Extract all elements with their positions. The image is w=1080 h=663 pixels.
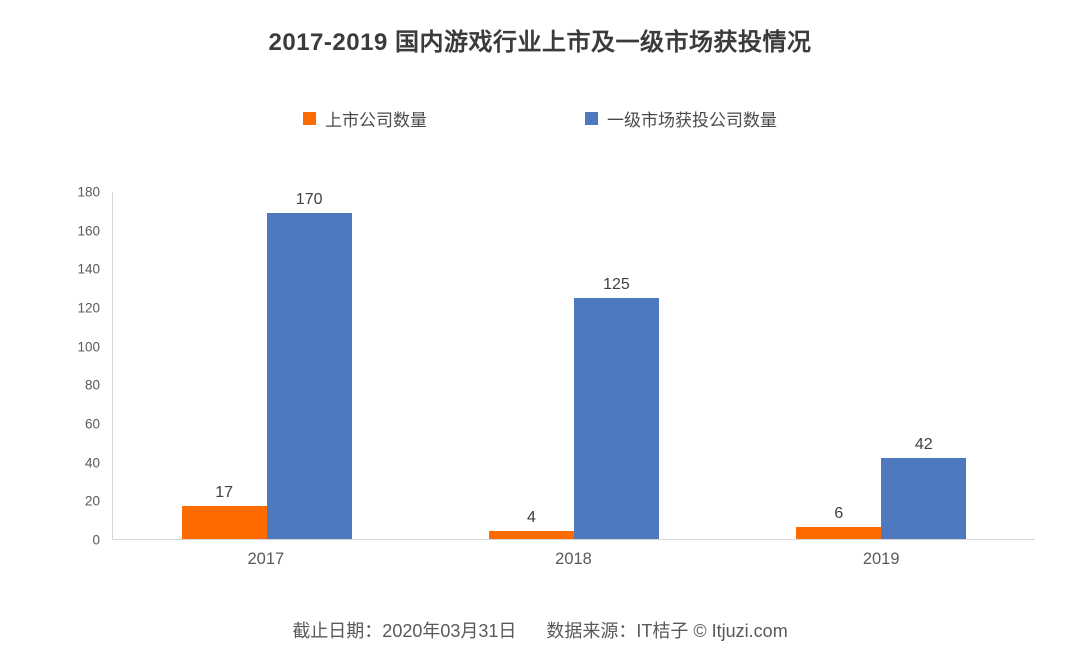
legend-item-1: 一级市场获投公司数量 (585, 106, 777, 131)
legend-item-0: 上市公司数量 (303, 106, 427, 131)
barwrap: 125 (573, 192, 659, 539)
barwrap: 6 (796, 192, 882, 539)
x-axis-labels: 2017 2018 2019 (112, 550, 1035, 569)
legend: 上市公司数量 一级市场获投公司数量 (0, 106, 1080, 131)
y-axis: 0 20 40 60 80 100 120 140 160 180 (0, 185, 100, 548)
bar-value-label: 42 (914, 436, 933, 454)
legend-swatch-icon (585, 112, 598, 125)
y-tick-label: 100 (77, 339, 100, 355)
y-tick-label: 0 (92, 532, 100, 548)
bar-value-label: 6 (834, 505, 844, 523)
bar-group-2018: 4 125 (420, 192, 727, 539)
barwrap: 42 (881, 192, 967, 539)
barwrap: 170 (266, 191, 352, 539)
y-tick-label: 160 (77, 223, 100, 239)
y-tick-label: 140 (77, 261, 100, 277)
legend-label: 一级市场获投公司数量 (607, 111, 777, 130)
y-tick-label: 120 (77, 300, 100, 316)
barwrap: 4 (488, 192, 574, 539)
legend-label: 上市公司数量 (325, 111, 427, 130)
bar-2019-series-1 (881, 458, 967, 539)
y-tick-label: 60 (84, 416, 100, 432)
cutoff-date-text: 截止日期：2020年03月31日 (292, 621, 517, 641)
bar-value-label: 4 (527, 509, 536, 527)
barwrap: 17 (181, 192, 267, 539)
x-category-label: 2019 (862, 550, 900, 568)
bar-2018-series-1 (573, 298, 659, 539)
data-source-text: 数据来源：IT桔子 © Itjuzi.com (546, 621, 788, 641)
bar-2018-series-0 (488, 531, 574, 539)
bar-value-label: 170 (295, 191, 323, 208)
y-tick-label: 180 (77, 184, 100, 200)
y-tick-label: 40 (84, 455, 100, 471)
x-category-label: 2017 (247, 550, 285, 568)
bar-group-2019: 6 42 (728, 192, 1035, 539)
bar-group-2017: 17 170 (113, 192, 420, 539)
y-tick-label: 80 (84, 377, 100, 393)
bar-value-label: 17 (215, 484, 234, 502)
bar-2019-series-0 (796, 527, 882, 539)
source-note: 截止日期：2020年03月31日 数据来源：IT桔子 © Itjuzi.com (0, 617, 1080, 643)
bar-value-label: 125 (603, 276, 630, 294)
x-category-label: 2018 (555, 550, 592, 568)
legend-swatch-icon (303, 112, 316, 125)
bar-2017-series-1 (266, 213, 352, 539)
plot-area: 17 170 4 125 6 42 (112, 192, 1035, 540)
chart-title: 2017-2019 国内游戏行业上市及一级市场获投情况 (268, 29, 812, 56)
bar-2017-series-0 (181, 506, 267, 539)
y-tick-label: 20 (84, 493, 100, 509)
